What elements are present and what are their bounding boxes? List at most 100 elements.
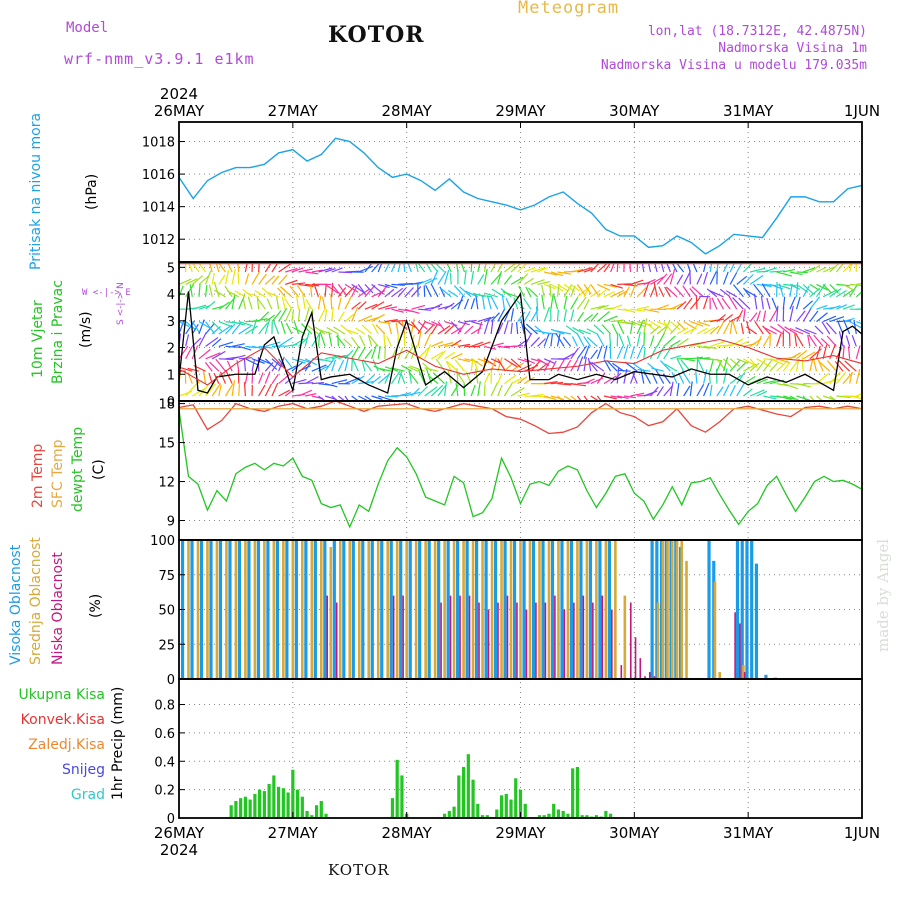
wind-barb	[683, 327, 696, 335]
wind-barb	[736, 358, 749, 364]
wind-barb	[444, 351, 456, 360]
wind-barb	[218, 324, 233, 335]
wind-barb	[716, 262, 719, 273]
wind-barb	[754, 321, 764, 335]
wind-barb	[543, 306, 551, 322]
wind-barb	[226, 360, 233, 372]
wind-barb	[732, 284, 744, 298]
wind-barb	[670, 354, 682, 360]
wind-barb	[524, 358, 536, 365]
wind-barb	[410, 345, 418, 360]
precip-bar	[234, 800, 238, 818]
wind-barb	[238, 294, 246, 310]
wind-barb	[709, 359, 714, 372]
y-tick-label: 25	[158, 638, 175, 653]
wind-barb	[391, 287, 404, 298]
wind-barb	[289, 285, 299, 298]
wind-barb	[337, 395, 346, 401]
wind-barb	[676, 382, 680, 397]
model-label: Model	[66, 20, 109, 36]
wind-barb	[835, 371, 847, 384]
wind-barb	[696, 345, 711, 349]
wind-barb	[304, 307, 310, 322]
wind-barb	[331, 395, 339, 401]
wind-barb	[371, 395, 383, 401]
wind-barb	[776, 360, 789, 372]
wind-barb	[583, 314, 594, 323]
wind-barb	[254, 290, 266, 298]
wind-barb	[417, 308, 432, 311]
wind-barb	[384, 306, 398, 310]
wind-barb	[510, 362, 525, 372]
wind-barb	[377, 262, 383, 273]
wind-barb	[384, 262, 391, 273]
legend-conv-precip: Konvek.Kisa	[20, 712, 105, 728]
wind-barb	[643, 390, 658, 397]
wind-barb	[736, 262, 744, 273]
wind-barb	[278, 307, 288, 322]
wind-barb	[769, 362, 778, 372]
wind-barb	[550, 271, 564, 277]
wind-barb	[593, 324, 605, 335]
wind-barb	[563, 395, 574, 401]
y-tick-label: 4	[167, 288, 175, 303]
wind-barb	[740, 322, 745, 335]
wind-barb	[371, 343, 378, 360]
wind-barb	[689, 381, 693, 397]
wind-barb	[278, 337, 293, 347]
wind-barb	[789, 296, 796, 310]
wind-barb	[691, 286, 704, 298]
wind-barb	[384, 319, 398, 323]
wind-barb	[185, 283, 195, 298]
wind-barb	[357, 284, 367, 295]
wind-barb	[271, 275, 280, 285]
wind-barb	[756, 310, 761, 322]
precip-bar	[272, 775, 276, 818]
wind-barb	[816, 304, 828, 310]
wind-barb	[449, 272, 452, 285]
wind-barb	[743, 388, 753, 397]
wind-barb	[630, 308, 646, 312]
wind-barb	[814, 325, 824, 335]
wind-barb	[809, 264, 821, 273]
wind-barb	[224, 270, 230, 285]
wind-barb	[344, 313, 355, 323]
wind-barb	[583, 299, 590, 310]
wind-barb	[225, 345, 241, 348]
wind-barb	[703, 326, 716, 335]
wind-barb	[504, 263, 516, 273]
wind-barb	[829, 395, 838, 401]
wind-barb	[809, 395, 816, 401]
wind-barb	[179, 278, 192, 285]
wind-barb	[501, 294, 505, 310]
wind-barb	[749, 358, 758, 369]
wind-barb	[301, 323, 313, 335]
wind-barb	[643, 318, 648, 335]
wind-barb	[817, 358, 824, 372]
wind-barb	[244, 262, 248, 273]
wind-barb	[766, 297, 771, 310]
wind-barb	[849, 285, 858, 298]
wind-barb	[656, 386, 664, 397]
wind-barb	[696, 357, 710, 360]
wind-barb	[473, 359, 479, 372]
wind-barb	[743, 358, 755, 366]
wind-barb	[435, 358, 446, 372]
wind-barb	[849, 372, 853, 384]
wind-barb	[795, 296, 801, 310]
lonlat-label: lon,lat (18.7312E, 42.4875N)	[647, 24, 867, 39]
wind-barb	[636, 345, 644, 360]
wind-barb	[783, 383, 799, 390]
wind-barb	[437, 350, 446, 360]
wind-barb	[313, 282, 320, 297]
wind-barb	[364, 303, 378, 310]
precip-bar	[395, 759, 399, 818]
wind-barb	[244, 273, 250, 285]
wind-barb	[344, 283, 359, 293]
wind-barb	[695, 371, 698, 384]
wind-barb	[623, 308, 636, 313]
wind-barb	[424, 332, 432, 347]
wind-barb	[191, 321, 200, 333]
precip-bar	[324, 813, 328, 818]
wind-barb	[368, 335, 379, 347]
